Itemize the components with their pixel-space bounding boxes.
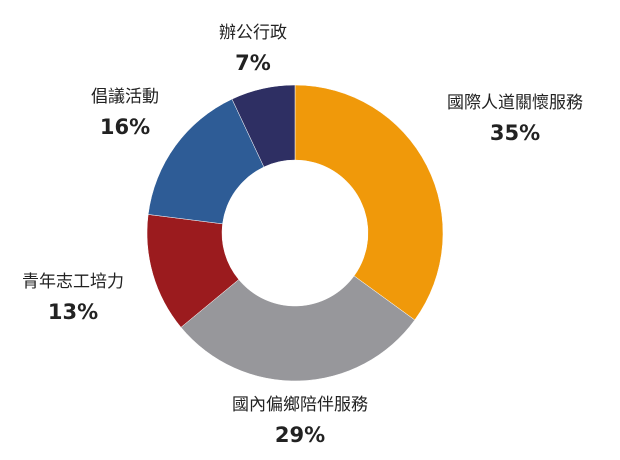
slice-value-label: 7% [235,51,271,75]
slice-value-label: 13% [48,300,98,324]
donut-slice [180,275,416,382]
slice-label: 辦公行政 [219,23,287,43]
slice-value-label: 35% [490,121,540,145]
slice-value-label: 29% [275,423,325,447]
donut-slice [231,84,296,168]
slice-label: 青年志工培力 [22,272,124,292]
slice-label: 倡議活動 [91,87,159,107]
slice-label: 國際人道關懷服務 [447,93,583,113]
slice-label: 國內偏鄉陪伴服務 [232,395,368,415]
donut-slice [294,84,444,321]
slice-value-label: 16% [100,115,150,139]
